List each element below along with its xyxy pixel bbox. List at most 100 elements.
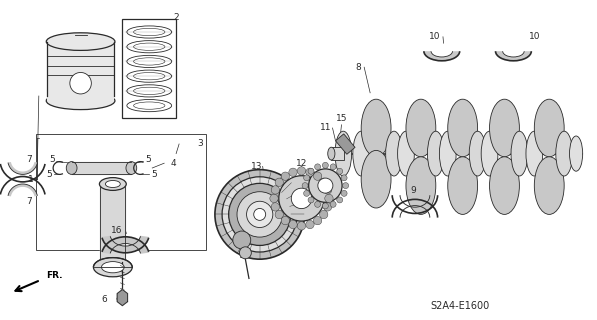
Text: 16: 16 (110, 226, 122, 235)
Circle shape (281, 172, 290, 180)
Circle shape (306, 168, 314, 176)
Ellipse shape (361, 99, 391, 157)
Polygon shape (72, 162, 131, 174)
Circle shape (229, 183, 291, 245)
Circle shape (70, 72, 91, 94)
Circle shape (215, 170, 304, 259)
Text: 6: 6 (101, 295, 107, 304)
Text: 1: 1 (28, 175, 34, 184)
Ellipse shape (534, 99, 564, 157)
Circle shape (297, 167, 306, 175)
Text: 9: 9 (410, 186, 416, 195)
Circle shape (233, 231, 251, 249)
Text: 4: 4 (170, 159, 176, 168)
Ellipse shape (386, 131, 402, 176)
Ellipse shape (534, 157, 564, 214)
Ellipse shape (47, 33, 115, 51)
Circle shape (239, 247, 251, 259)
Ellipse shape (526, 131, 543, 176)
Text: 7: 7 (26, 156, 32, 164)
Ellipse shape (448, 157, 478, 214)
Text: 5: 5 (47, 170, 53, 179)
Circle shape (254, 208, 266, 220)
Ellipse shape (66, 162, 77, 174)
Circle shape (324, 186, 332, 194)
Ellipse shape (490, 99, 519, 157)
Polygon shape (400, 206, 430, 218)
Circle shape (271, 203, 279, 211)
Circle shape (313, 172, 322, 180)
Text: S2A4-E1600: S2A4-E1600 (430, 300, 490, 311)
Ellipse shape (469, 131, 486, 176)
Circle shape (302, 183, 308, 188)
Circle shape (291, 188, 312, 209)
Circle shape (289, 220, 297, 229)
Text: 8: 8 (355, 63, 361, 72)
Text: 5: 5 (151, 170, 157, 179)
Polygon shape (8, 184, 38, 196)
Text: 11: 11 (319, 124, 331, 132)
Text: 7: 7 (26, 197, 32, 206)
Circle shape (318, 178, 333, 193)
Ellipse shape (105, 180, 121, 188)
Ellipse shape (490, 157, 519, 214)
Circle shape (304, 175, 310, 181)
Ellipse shape (126, 162, 137, 174)
Ellipse shape (481, 131, 498, 176)
Polygon shape (102, 237, 149, 254)
Circle shape (315, 201, 321, 207)
Circle shape (341, 175, 347, 181)
Circle shape (222, 177, 297, 252)
Circle shape (322, 162, 328, 168)
Ellipse shape (570, 136, 583, 171)
Text: 5: 5 (50, 156, 56, 164)
Text: 10: 10 (528, 32, 540, 41)
Circle shape (306, 220, 314, 229)
Circle shape (270, 194, 278, 203)
Text: 14: 14 (239, 252, 251, 260)
Ellipse shape (406, 157, 436, 214)
Ellipse shape (406, 99, 436, 157)
Circle shape (325, 194, 333, 203)
Circle shape (324, 203, 332, 211)
Circle shape (237, 192, 282, 237)
Polygon shape (117, 290, 128, 306)
Circle shape (341, 190, 347, 196)
Ellipse shape (335, 131, 352, 176)
Circle shape (281, 216, 290, 225)
Polygon shape (496, 51, 531, 61)
Circle shape (337, 197, 343, 203)
Circle shape (279, 176, 324, 221)
Text: 13: 13 (251, 162, 263, 171)
Circle shape (297, 222, 306, 230)
Circle shape (330, 201, 336, 207)
Circle shape (275, 210, 284, 219)
Text: 12: 12 (296, 159, 307, 168)
Ellipse shape (353, 131, 370, 176)
Circle shape (319, 210, 328, 219)
Polygon shape (400, 195, 430, 207)
Ellipse shape (93, 258, 133, 277)
Circle shape (309, 169, 342, 202)
Text: 3: 3 (197, 140, 203, 148)
Circle shape (313, 216, 322, 225)
Ellipse shape (448, 99, 478, 157)
Bar (336, 134, 355, 154)
Ellipse shape (427, 131, 444, 176)
Ellipse shape (361, 150, 391, 208)
Ellipse shape (439, 131, 456, 176)
Circle shape (271, 186, 279, 194)
Circle shape (304, 190, 310, 196)
Ellipse shape (328, 147, 335, 160)
Text: FR.: FR. (47, 271, 63, 280)
Bar (36, 134, 206, 250)
Bar (122, 19, 176, 118)
Circle shape (289, 168, 297, 176)
Text: 15: 15 (336, 114, 347, 123)
Ellipse shape (511, 131, 528, 176)
Polygon shape (424, 51, 460, 61)
Text: 10: 10 (429, 32, 441, 41)
Text: 2: 2 (173, 13, 179, 22)
Circle shape (343, 183, 349, 188)
Circle shape (315, 164, 321, 170)
